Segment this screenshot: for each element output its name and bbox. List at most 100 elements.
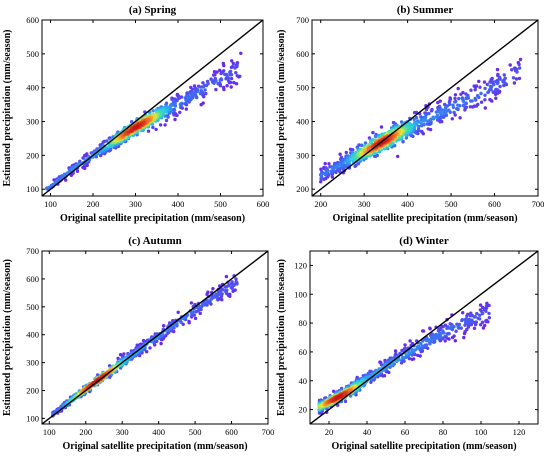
data-point [322,171,327,176]
x-tick-label: 300 [116,427,129,437]
data-point [436,100,440,105]
data-point [452,110,456,115]
data-point [483,86,487,91]
data-point [440,108,445,112]
data-point [178,110,182,115]
data-point [234,71,238,75]
data-point [319,167,323,171]
data-point [338,152,342,156]
data-point [189,315,194,319]
data-point [214,87,218,92]
data-point [171,325,175,329]
data-point [479,323,483,327]
data-point [514,77,519,81]
data-point [204,83,209,88]
data-point [472,326,477,330]
data-point [518,57,523,62]
data-point [229,85,233,89]
data-point [420,129,424,134]
data-point [494,87,498,92]
y-tick-label: 400 [296,117,309,127]
data-point [485,82,489,87]
data-point [429,117,433,121]
data-point [330,175,334,179]
data-point [65,171,70,175]
data-point [478,313,482,317]
data-point [55,179,60,183]
y-tick-label: 600 [296,49,309,59]
data-point [474,320,478,324]
data-point [159,341,163,346]
data-point [205,292,209,296]
x-tick-label: 600 [488,199,501,209]
data-point [489,85,494,89]
data-point [231,289,235,293]
data-point [194,93,198,97]
data-point [430,337,435,342]
data-point [459,326,463,330]
data-point [439,111,443,115]
y-tick-label: 40 [299,376,308,386]
data-point [443,108,447,113]
data-point [431,335,436,339]
data-point [393,349,398,353]
data-point [435,113,440,118]
data-point [390,141,394,146]
y-axis-label: Estimated precipitation (mm/season) [2,259,13,416]
data-point [367,136,372,140]
data-point [235,280,239,284]
one-to-one-line [42,20,263,196]
data-point [173,117,177,122]
data-point [214,79,218,83]
data-point [224,288,228,293]
data-point [421,339,425,343]
data-point [108,136,112,140]
data-point [343,163,347,168]
data-point [419,124,424,128]
data-point [146,129,151,133]
plot-frame [41,19,264,197]
data-point [360,143,364,148]
data-point [486,90,490,95]
data-point [379,125,384,129]
data-point [478,85,482,89]
data-point [416,127,421,131]
data-point [483,98,487,102]
data-point [445,326,449,330]
data-point [323,161,327,166]
data-point [319,180,323,184]
data-point [457,96,461,101]
data-point [116,356,120,361]
data-point [483,106,487,110]
y-tick-label: 100 [26,184,39,194]
x-axis-label: Original satellite precipitation (mm/sea… [62,441,247,452]
data-point [479,100,484,104]
data-point [217,292,221,297]
data-point [477,79,481,84]
data-point [205,300,209,304]
data-point [185,313,190,317]
y-tick-label: 120 [294,260,307,270]
data-point [517,62,521,67]
data-point [401,140,405,144]
data-point [232,282,236,287]
data-point [508,63,512,67]
data-point [458,116,462,120]
y-tick-label: 400 [26,83,39,93]
data-point [408,339,412,343]
data-point [400,355,405,360]
data-point [423,343,427,347]
data-point [469,99,473,103]
data-point [452,334,456,338]
x-tick-label: 700 [532,199,545,209]
y-tick-label: 200 [296,184,309,194]
y-tick-label: 400 [26,330,39,340]
y-tick-label: 700 [296,15,309,25]
data-point [75,169,80,173]
data-point [134,125,138,129]
y-tick-label: 60 [299,347,308,357]
data-point [473,88,477,92]
data-point [453,339,457,343]
data-point [510,68,514,72]
data-point [478,303,483,307]
